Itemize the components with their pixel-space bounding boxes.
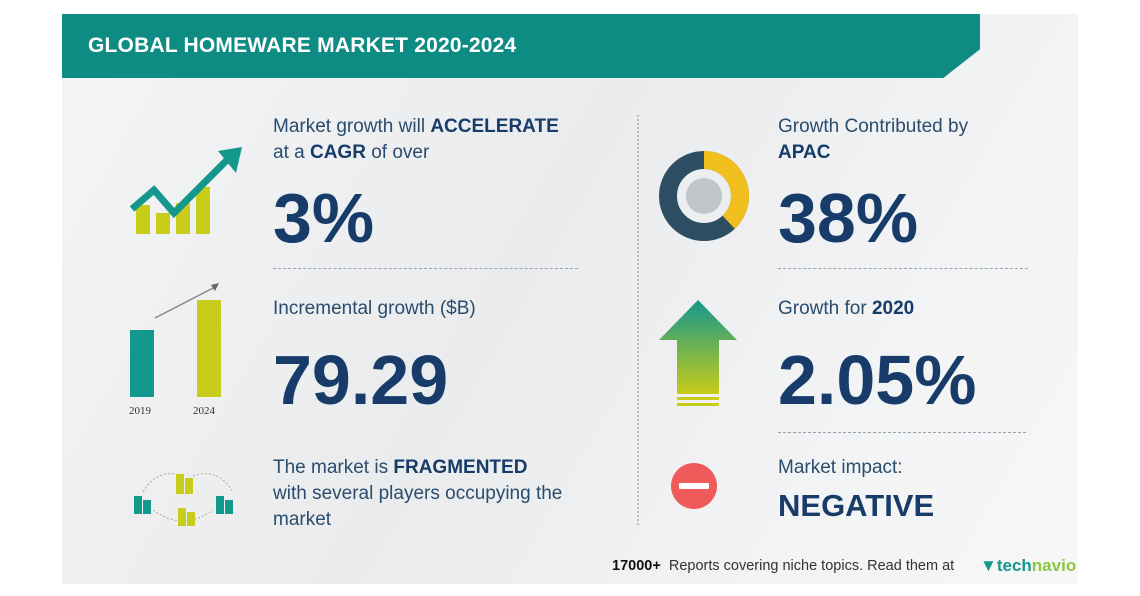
page-title: GLOBAL HOMEWARE MARKET 2020-2024 (88, 34, 517, 57)
apac-label: Growth Contributed by APAC (778, 116, 969, 163)
growth-year-label: Growth for 2020 (778, 298, 915, 319)
negative-minus-icon (671, 463, 717, 509)
cagr-value: 3% (273, 179, 375, 257)
logo-mark-icon: ▼ (980, 556, 997, 575)
divider (273, 268, 578, 269)
bar-label-2019: 2019 (129, 405, 151, 417)
apac-donut-icon (659, 151, 749, 241)
bar-label-2024: 2024 (193, 405, 215, 417)
growth-year-value: 2.05% (778, 341, 977, 419)
market-structure-text: The market is FRAGMENTED with several pl… (273, 457, 563, 530)
incremental-bars-icon (130, 283, 221, 397)
column-divider (637, 115, 639, 525)
divider (778, 432, 1026, 433)
header-banner: GLOBAL HOMEWARE MARKET 2020-2024 (62, 14, 980, 78)
incremental-label: Incremental growth ($B) (273, 298, 476, 319)
growth-chart-icon (129, 147, 242, 234)
impact-label: Market impact: (778, 457, 903, 478)
impact-value: NEGATIVE (778, 488, 935, 523)
technavio-logo[interactable]: ▼technavio (980, 556, 1077, 575)
apac-share-arc (703, 151, 749, 229)
incremental-value: 79.29 (273, 341, 449, 419)
fragmented-buildings-icon (134, 473, 234, 526)
divider (778, 268, 1028, 269)
apac-value: 38% (778, 179, 919, 257)
cagr-label: Market growth will ACCELERATE at a CAGR … (273, 116, 559, 163)
up-arrow-icon (659, 300, 737, 406)
footer-text: 17000+ Reports covering niche topics. Re… (612, 558, 955, 574)
